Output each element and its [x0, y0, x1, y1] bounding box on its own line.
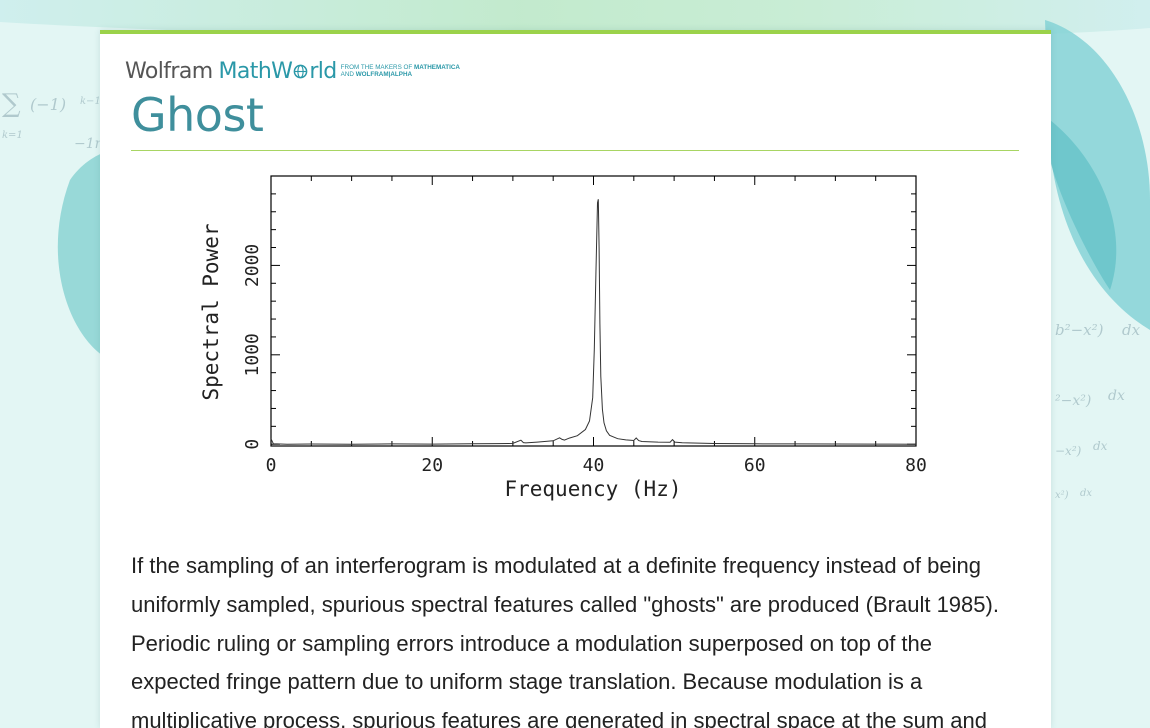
x-tick-label: 0 — [266, 455, 277, 476]
brand-wolfram: Wolfram — [125, 58, 213, 84]
y-tick-label: 2000 — [242, 244, 263, 287]
axis-ticks — [270, 175, 917, 446]
svg-text:k=1: k=1 — [2, 130, 23, 141]
spectrum-chart: 0 20 40 60 80 0 1000 2000 Frequency (Hz) Spect… — [199, 175, 927, 501]
x-tick-label: 80 — [905, 455, 927, 476]
spectrum-line — [270, 199, 917, 445]
page-title: Ghost — [131, 88, 264, 142]
svg-text:b²−x²): b²−x²) — [1055, 321, 1104, 339]
svg-text:²−x²): ²−x²) — [1055, 393, 1091, 409]
y-tick-labels: 0 1000 2000 — [242, 244, 263, 450]
x-tick-label: 20 — [421, 455, 443, 476]
svg-text:x²): x²) — [1055, 490, 1069, 501]
svg-text:k−1: k−1 — [80, 96, 101, 107]
svg-text:(−1): (−1) — [30, 95, 66, 114]
x-tick-label: 40 — [583, 455, 605, 476]
x-tick-labels: 0 20 40 60 80 — [266, 455, 927, 476]
article-card: Wolfram MathW rld FROM THE MAKERS OF MATH… — [100, 30, 1051, 728]
svg-text:dx: dx — [1108, 388, 1125, 404]
x-tick-label: 60 — [744, 455, 766, 476]
svg-text:−1r: −1r — [74, 136, 103, 152]
brand-mathworld: MathW rld — [218, 58, 338, 84]
plot-frame — [270, 175, 917, 447]
globe-icon — [294, 64, 308, 78]
x-axis-label: Frequency (Hz) — [504, 477, 681, 501]
mathworld-logo[interactable]: Wolfram MathW rld FROM THE MAKERS OF MATH… — [125, 56, 460, 86]
article-paragraph: If the sampling of an interferogram is m… — [131, 553, 999, 728]
y-tick-label: 0 — [242, 439, 263, 450]
svg-text:∑: ∑ — [2, 89, 21, 119]
svg-text:dx: dx — [1080, 488, 1092, 499]
svg-text:dx: dx — [1093, 439, 1108, 453]
svg-text:−x²): −x²) — [1055, 444, 1082, 458]
brand-tagline: FROM THE MAKERS OF MATHEMATICA AND WOLFR… — [340, 63, 460, 79]
y-axis-label: Spectral Power — [199, 223, 223, 400]
svg-text:dx: dx — [1122, 321, 1141, 339]
title-divider — [131, 150, 1019, 151]
y-tick-label: 1000 — [242, 333, 263, 376]
